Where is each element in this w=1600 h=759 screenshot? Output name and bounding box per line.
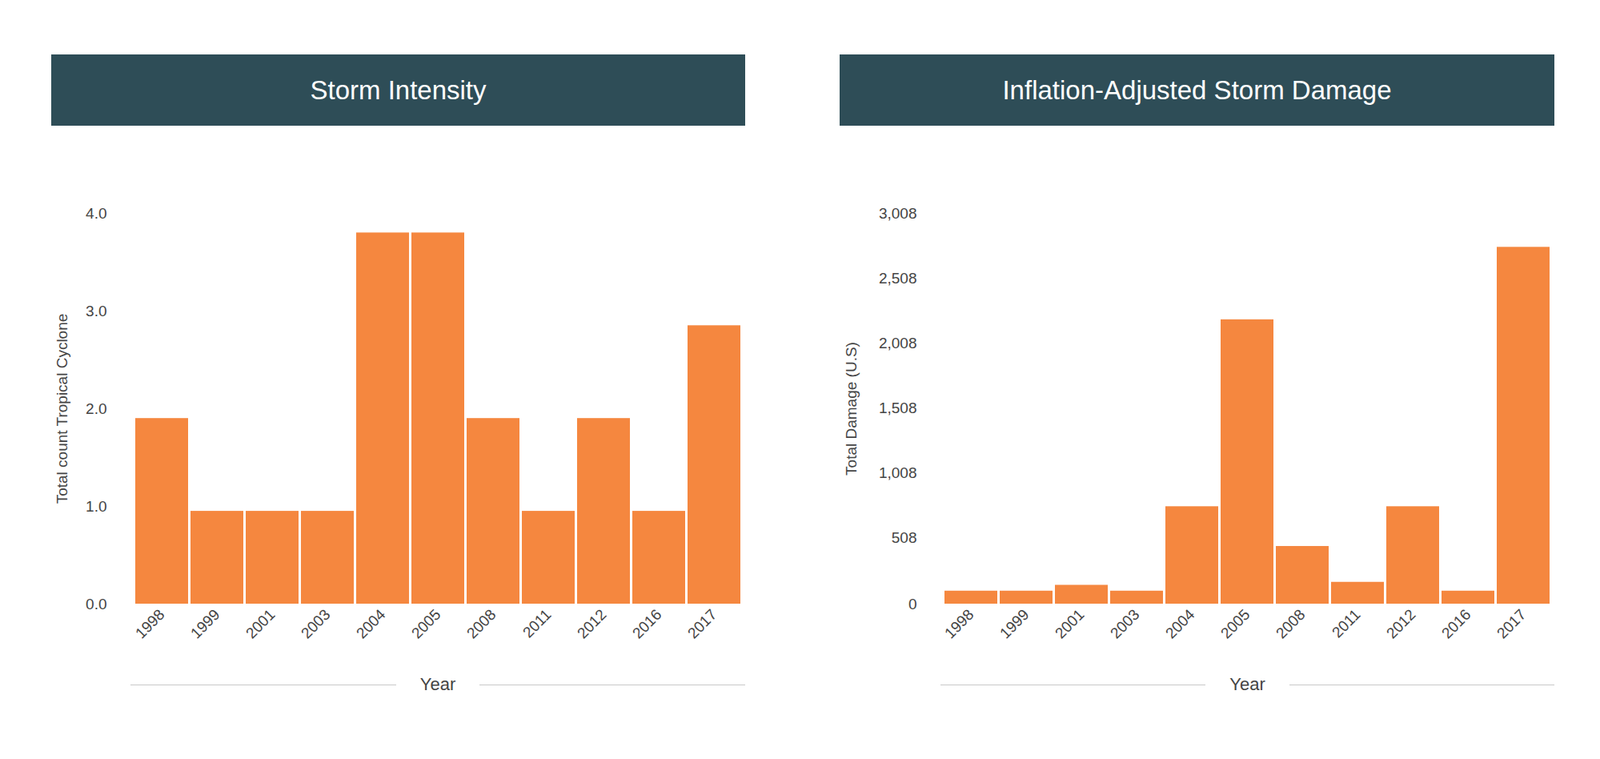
svg-text:2001: 2001	[242, 605, 279, 642]
svg-text:2005: 2005	[1217, 605, 1254, 642]
svg-text:1,008: 1,008	[878, 464, 918, 482]
svg-text:2003: 2003	[297, 605, 334, 642]
svg-text:2004: 2004	[1162, 605, 1199, 642]
html-text:Year: Year	[1229, 673, 1266, 694]
svg-text:1.0: 1.0	[85, 497, 107, 515]
svg-text:0: 0	[908, 595, 918, 613]
svg-text:1999: 1999	[996, 605, 1033, 642]
svg-text:4.0: 4.0	[85, 204, 107, 222]
svg-text:Total count Tropical Cyclone: Total count Tropical Cyclone	[53, 313, 71, 505]
svg-text:2005: 2005	[408, 605, 445, 642]
svg-text:2003: 2003	[1106, 605, 1143, 642]
svg-text:1998: 1998	[941, 605, 978, 642]
svg-text:2001: 2001	[1051, 605, 1088, 642]
svg-text:2016: 2016	[1438, 605, 1475, 642]
svg-text:2.0: 2.0	[85, 400, 107, 418]
svg-text:Total Damage (U.S): Total Damage (U.S)	[842, 341, 860, 476]
svg-text:2012: 2012	[573, 605, 610, 642]
svg-text:2017: 2017	[684, 605, 721, 642]
svg-text:1998: 1998	[132, 605, 169, 642]
svg-text:3.0: 3.0	[85, 302, 107, 320]
svg-text:2008: 2008	[1272, 605, 1309, 642]
svg-text:2012: 2012	[1383, 605, 1420, 642]
svg-text:2,508: 2,508	[878, 269, 918, 287]
svg-text:508: 508	[891, 529, 918, 546]
svg-text:2008: 2008	[463, 605, 500, 642]
svg-text:2,008: 2,008	[878, 334, 918, 352]
html-text:Inflation-Adjusted Storm Damag: Inflation-Adjusted Storm Damage	[1002, 74, 1392, 105]
svg-text:2011: 2011	[519, 605, 555, 642]
svg-text:0.0: 0.0	[85, 595, 107, 613]
svg-text:2011: 2011	[1328, 605, 1364, 642]
svg-text:1,508: 1,508	[878, 399, 918, 417]
svg-text:2004: 2004	[352, 605, 389, 642]
html-text:Year: Year	[420, 673, 456, 694]
svg-text:1999: 1999	[187, 605, 224, 642]
svg-text:3,008: 3,008	[878, 204, 918, 222]
svg-text:2017: 2017	[1493, 605, 1530, 642]
html-text:Storm Intensity: Storm Intensity	[310, 74, 487, 105]
svg-text:2016: 2016	[629, 605, 666, 642]
